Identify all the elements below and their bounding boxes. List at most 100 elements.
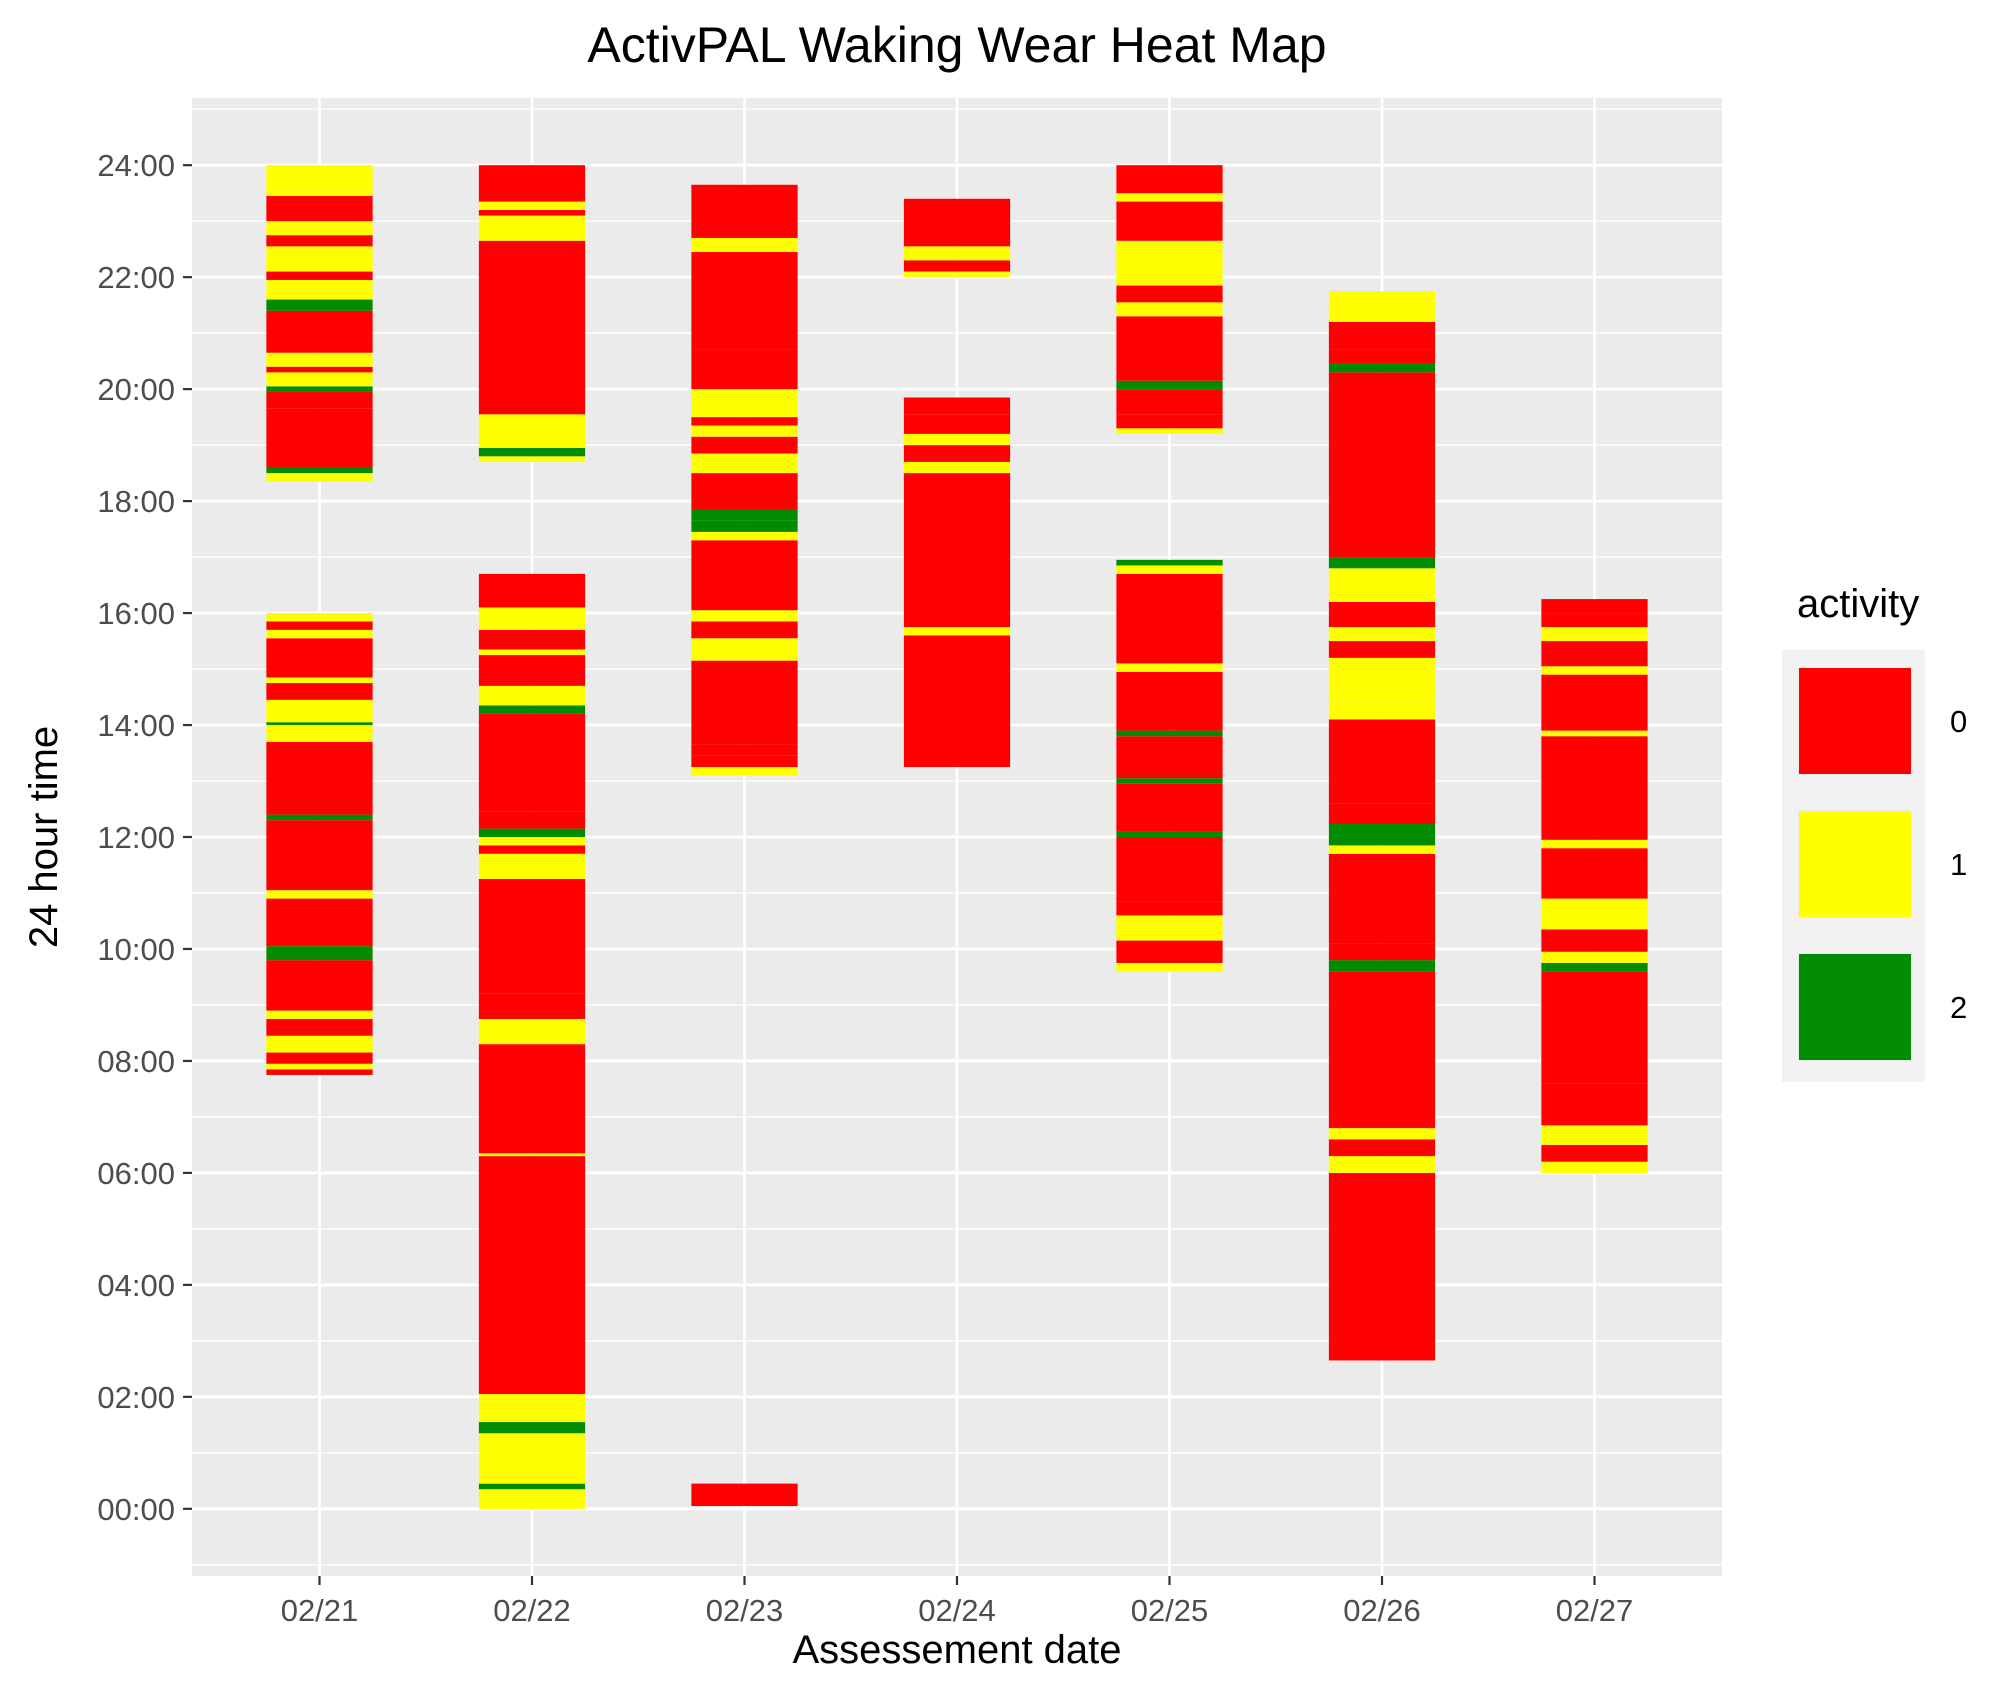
y-tick-label: 18:00 xyxy=(97,484,175,519)
activity-segment xyxy=(478,456,586,462)
activity-segment xyxy=(478,1153,586,1157)
activity-segment xyxy=(1116,380,1223,390)
legend-label: 1 xyxy=(1950,847,1967,882)
activity-segment xyxy=(478,629,586,650)
day-column xyxy=(1116,165,1223,972)
activity-segment xyxy=(266,310,373,342)
day-column xyxy=(1541,599,1648,1173)
activity-segment xyxy=(1541,641,1648,667)
activity-segment xyxy=(266,165,373,191)
activity-segment xyxy=(266,190,373,196)
x-axis-title: Assessement date xyxy=(792,1628,1121,1672)
activity-segment xyxy=(691,540,798,611)
legend-label: 2 xyxy=(1950,990,1967,1025)
activity-segment xyxy=(266,814,373,821)
activity-segment xyxy=(691,509,798,521)
activity-segment xyxy=(478,993,586,1019)
activity-segment xyxy=(1116,929,1223,941)
activity-segment xyxy=(1328,702,1436,720)
activity-segment xyxy=(1116,730,1223,737)
activity-segment xyxy=(1541,627,1648,642)
activity-segment xyxy=(691,660,798,745)
legend-title: activity xyxy=(1797,582,1919,626)
x-axis: 02/21 02/22 02/23 02/24 02/25 02/26 02/27 xyxy=(281,1576,1633,1628)
activity-segment xyxy=(691,610,798,622)
activity-segment xyxy=(478,878,586,994)
y-tick-label: 00:00 xyxy=(97,1492,175,1527)
activity-segment xyxy=(903,627,1011,636)
y-tick-label: 10:00 xyxy=(97,932,175,967)
day-column xyxy=(691,184,798,1507)
activity-segment xyxy=(266,890,373,899)
activity-segment xyxy=(266,820,373,891)
y-tick-label: 12:00 xyxy=(97,820,175,855)
activity-segment xyxy=(1328,305,1436,322)
x-tick-label: 02/23 xyxy=(706,1593,784,1628)
activity-segment xyxy=(266,372,373,387)
activity-segment xyxy=(903,246,1011,261)
activity-segment xyxy=(266,638,373,678)
legend-swatch xyxy=(1799,668,1911,774)
activity-segment xyxy=(478,447,586,457)
activity-segment xyxy=(1328,557,1436,569)
activity-segment xyxy=(691,755,798,768)
activity-segment xyxy=(266,246,373,272)
activity-segment xyxy=(266,683,373,700)
activity-segment xyxy=(1541,1167,1648,1173)
activity-segment xyxy=(1328,291,1436,306)
activity-segment xyxy=(266,1063,373,1070)
activity-segment xyxy=(1328,321,1436,350)
legend: 0 1 2 activity xyxy=(1782,582,1967,1082)
activity-segment xyxy=(478,607,586,630)
activity-segment xyxy=(691,767,798,776)
activity-segment xyxy=(1116,940,1223,963)
activity-segment xyxy=(478,209,586,216)
activity-segment xyxy=(691,520,798,532)
activity-segment xyxy=(478,685,586,706)
activity-segment xyxy=(478,1044,586,1154)
x-tick-label: 02/22 xyxy=(493,1593,571,1628)
activity-segment xyxy=(903,445,1011,462)
day-column xyxy=(266,165,373,1075)
activity-segment xyxy=(478,1422,586,1434)
activity-segment xyxy=(1328,641,1436,658)
activity-segment xyxy=(266,299,373,311)
activity-segment xyxy=(1328,1156,1436,1173)
chart-title: ActivPAL Waking Wear Heat Map xyxy=(587,17,1326,73)
activity-segment xyxy=(1328,657,1436,703)
activity-segment xyxy=(1541,962,1648,972)
activity-segment xyxy=(478,1489,586,1509)
activity-segment xyxy=(691,425,798,437)
activity-segment xyxy=(266,1069,373,1075)
activity-segment xyxy=(478,1156,586,1395)
activity-segment xyxy=(266,209,373,222)
activity-segment xyxy=(1116,962,1223,972)
day-column xyxy=(903,198,1011,768)
activity-segment xyxy=(691,184,798,238)
activity-segment xyxy=(1116,831,1223,837)
activity-segment xyxy=(266,271,373,280)
y-tick-label: 20:00 xyxy=(97,372,175,407)
activity-segment xyxy=(1541,898,1648,930)
y-tick-label: 02:00 xyxy=(97,1380,175,1415)
activity-segment xyxy=(1328,363,1436,373)
activity-segment xyxy=(266,629,373,639)
activity-segment xyxy=(478,853,586,879)
activity-segment xyxy=(266,467,373,474)
activity-segment xyxy=(1328,1128,1436,1140)
activity-segment xyxy=(478,1394,586,1414)
activity-segment xyxy=(266,741,373,815)
activity-segment xyxy=(1541,839,1648,849)
activity-segment xyxy=(1328,1139,1436,1157)
activity-segment xyxy=(691,473,798,510)
activity-segment xyxy=(478,1413,586,1423)
activity-segment xyxy=(1328,372,1436,558)
activity-segment xyxy=(1541,666,1648,675)
activity-segment xyxy=(1116,671,1223,731)
y-tick-label: 04:00 xyxy=(97,1268,175,1303)
activity-segment xyxy=(266,1018,373,1036)
activity-segment xyxy=(1541,848,1648,899)
x-tick-label: 02/21 xyxy=(281,1593,359,1628)
activity-segment xyxy=(691,436,798,454)
